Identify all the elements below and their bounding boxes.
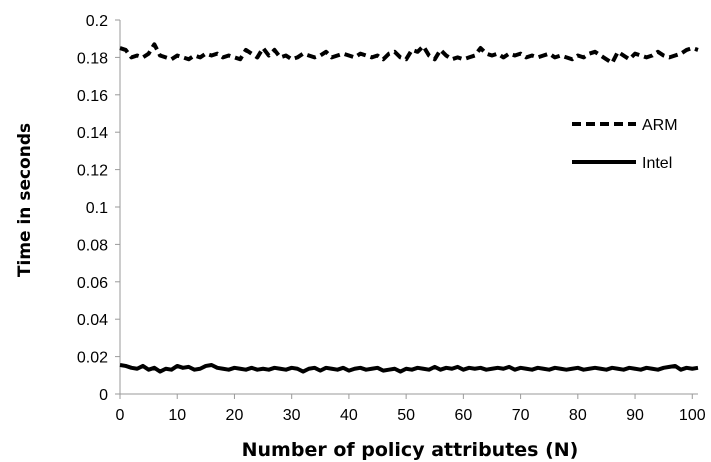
y-axis-label: Time in seconds <box>15 123 35 277</box>
x-tick-labels: 0 10 20 30 40 50 60 70 80 90 100 <box>116 394 706 424</box>
y-tick-label: 0.12 <box>77 163 108 180</box>
x-tick-label: 100 <box>679 407 706 424</box>
x-tick-label: 70 <box>512 407 530 424</box>
y-tick-label: 0.08 <box>77 237 108 254</box>
x-axis-label: Number of policy attributes (N) <box>242 439 579 461</box>
series-layer <box>119 42 699 374</box>
y-tick-label: 0.1 <box>86 200 108 217</box>
x-tick-label: 40 <box>340 407 358 424</box>
x-tick-label: 90 <box>626 407 644 424</box>
series-line-arm <box>119 42 699 66</box>
y-tick-label: 0.04 <box>77 312 108 329</box>
x-tick-label: 60 <box>454 407 472 424</box>
y-tick-label: 0.18 <box>77 50 108 67</box>
y-tick-label: 0.2 <box>86 13 108 30</box>
x-tick-label: 20 <box>226 407 244 424</box>
legend-label-intel: Intel <box>642 155 672 172</box>
y-tick-label: 0.14 <box>77 125 108 142</box>
legend: ARM Intel <box>572 117 678 172</box>
legend-label-arm: ARM <box>642 117 678 134</box>
series-line-intel <box>119 363 699 374</box>
y-tick-label: 0 <box>99 387 108 404</box>
axes <box>119 20 698 395</box>
y-tick-label: 0.16 <box>77 88 108 105</box>
x-tick-label: 0 <box>116 407 125 424</box>
x-tick-label: 30 <box>283 407 301 424</box>
x-tick-label: 10 <box>168 407 186 424</box>
y-tick-label: 0.06 <box>77 275 108 292</box>
x-tick-label: 80 <box>569 407 587 424</box>
x-tick-label: 50 <box>397 407 415 424</box>
y-tick-label: 0.02 <box>77 350 108 367</box>
y-tick-labels: 0 0.02 0.04 0.06 0.08 0.1 0.12 0.14 0.16 0.18 0.2 <box>77 13 120 404</box>
